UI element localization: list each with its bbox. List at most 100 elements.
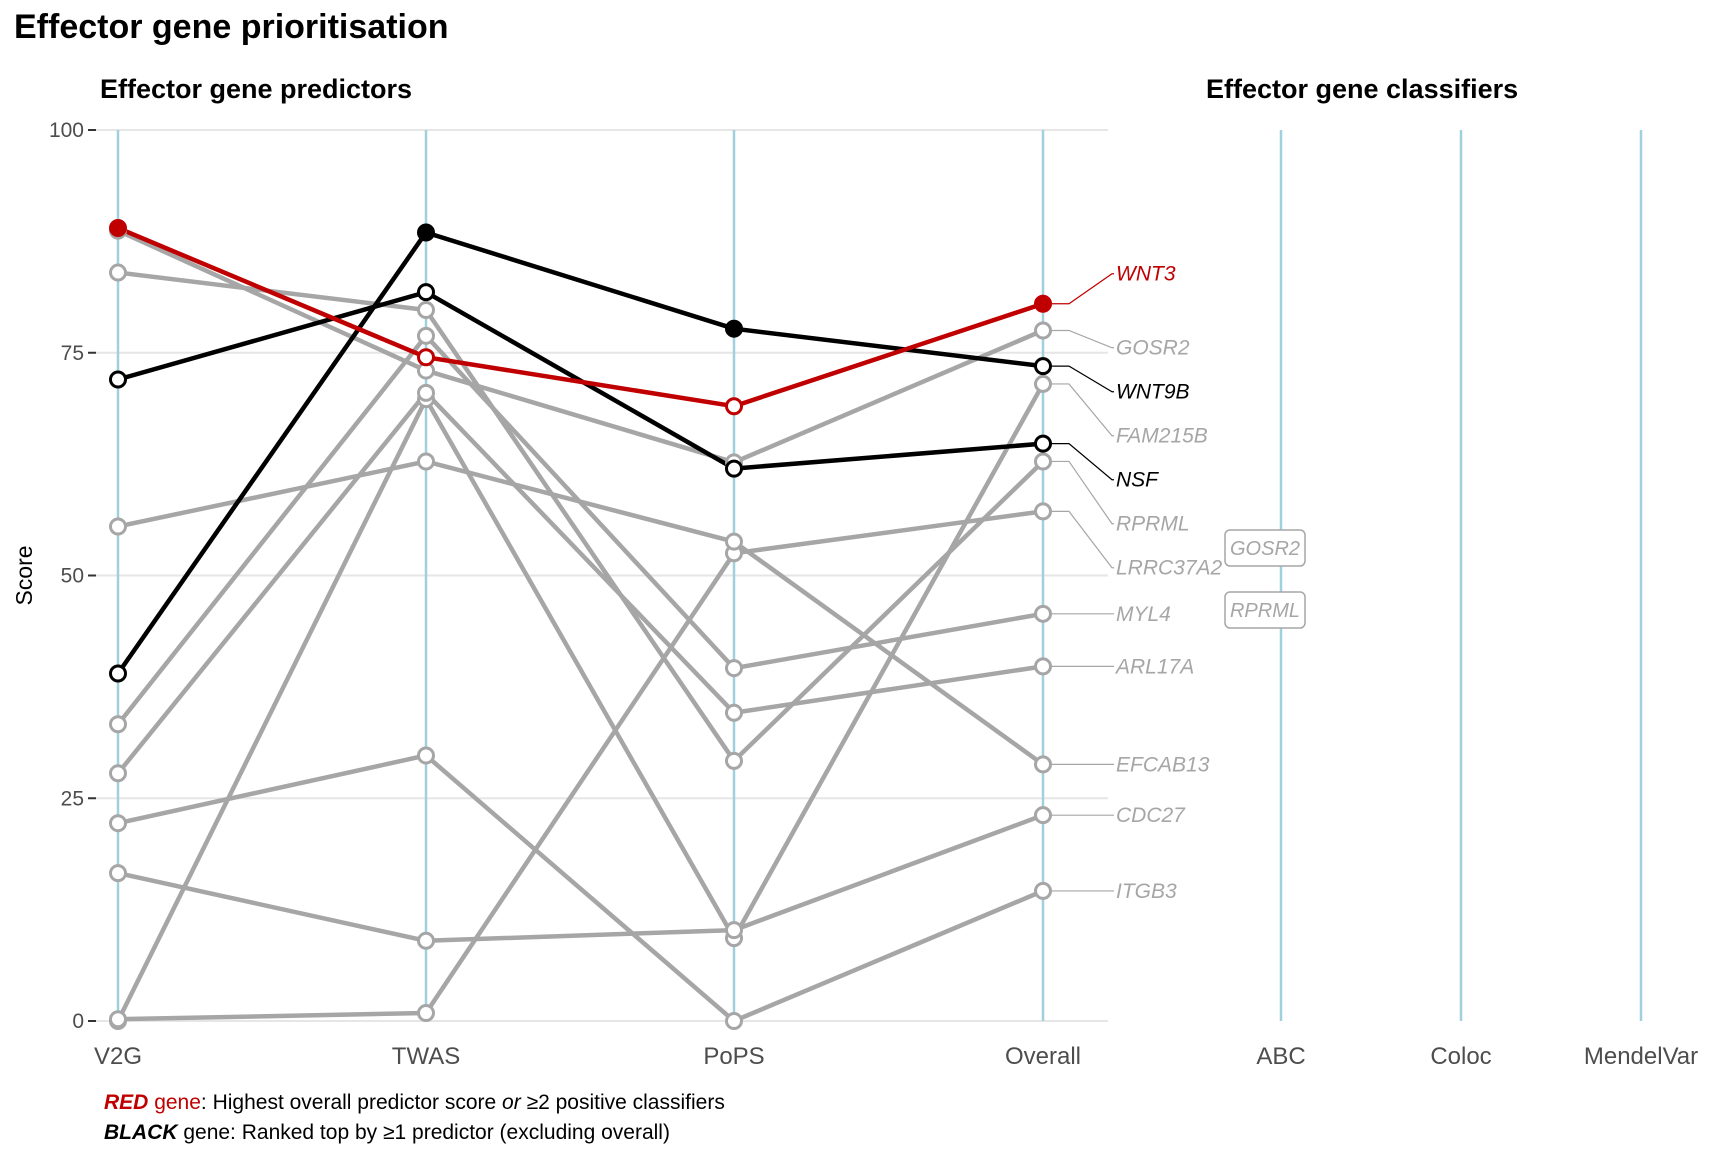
red-text: : Highest overall predictor score bbox=[200, 1091, 503, 1114]
point-myl4-pops bbox=[725, 659, 743, 678]
point-lrrc37a2-overall bbox=[1034, 502, 1052, 521]
overall-label-gosr2: GOSR2 bbox=[1116, 337, 1190, 360]
y-tick-label: 0 bbox=[72, 1010, 84, 1033]
overall-label-itgb3: ITGB3 bbox=[1116, 880, 1177, 903]
series-line-wnt9b bbox=[115, 230, 1046, 676]
point-cdc27-overall bbox=[1034, 806, 1052, 825]
classifier-box-rprml bbox=[1224, 591, 1306, 629]
point-cdc27-pops bbox=[725, 921, 743, 940]
red-keyword: RED bbox=[104, 1091, 149, 1114]
point-lrrc37a2-v2g bbox=[109, 1010, 127, 1029]
overall-label-efcab13: EFCAB13 bbox=[1116, 753, 1210, 776]
vertical-axes: V2G TWAS PoPS Overall ABC Coloc MendelVar bbox=[94, 130, 1698, 1070]
point-arl17a-pops bbox=[725, 703, 743, 722]
axis-label-mendelvar: MendelVar bbox=[1584, 1043, 1698, 1070]
leader-line-wnt9b bbox=[1051, 365, 1114, 393]
overall-label-wnt3: WNT3 bbox=[1116, 263, 1176, 286]
point-rprml-overall bbox=[1034, 452, 1052, 471]
point-wnt3-pops bbox=[725, 397, 743, 416]
point-itgb3-overall bbox=[1034, 881, 1052, 900]
y-tick-label: 100 bbox=[49, 119, 84, 142]
point-wnt3-v2g bbox=[109, 219, 127, 238]
point-arl17a-v2g bbox=[109, 764, 127, 783]
y-tick-label: 25 bbox=[61, 787, 84, 810]
leader-line-fam215b bbox=[1051, 383, 1114, 437]
point-myl4-twas bbox=[417, 326, 435, 345]
overall-label-wnt9b: WNT9B bbox=[1116, 381, 1190, 404]
point-itgb3-v2g bbox=[109, 814, 127, 833]
overall-label-lrrc37a2: LRRC37A2 bbox=[1116, 557, 1223, 580]
point-wnt3-overall bbox=[1034, 294, 1052, 313]
leader-line-nsf bbox=[1051, 443, 1114, 481]
series-line-itgb3 bbox=[115, 753, 1046, 1024]
axis-label-pops: PoPS bbox=[703, 1043, 764, 1070]
leader-line-gosr2 bbox=[1051, 329, 1114, 349]
point-wnt9b-pops bbox=[725, 319, 743, 338]
leader-line-wnt3 bbox=[1051, 273, 1114, 305]
predictors-panel-title: Effector gene predictors bbox=[100, 74, 413, 104]
point-lrrc37a2-twas bbox=[417, 1003, 435, 1022]
black-keyword: BLACK bbox=[104, 1121, 178, 1144]
point-nsf-overall bbox=[1034, 434, 1052, 453]
point-nsf-twas bbox=[417, 283, 435, 302]
point-gosr2-overall bbox=[1034, 321, 1052, 340]
axis-label-twas: TWAS bbox=[392, 1043, 460, 1070]
point-rprml-twas bbox=[417, 300, 435, 319]
overall-labels: WNT3 GOSR2 WNT9B FAM215B NSF RPRML LRRC37A2 MYL… bbox=[1051, 263, 1223, 903]
series-lines bbox=[115, 225, 1046, 1024]
red-gene-word: gene bbox=[154, 1091, 201, 1114]
y-tick-label: 75 bbox=[61, 342, 84, 365]
y-axis: 0 25 50 75 100 Score bbox=[11, 119, 96, 1033]
series-line-fam215b bbox=[115, 381, 1046, 1024]
point-cdc27-v2g bbox=[109, 864, 127, 883]
y-tick-label: 50 bbox=[61, 565, 84, 588]
point-nsf-pops bbox=[725, 459, 743, 478]
point-wnt3-twas bbox=[417, 348, 435, 367]
black-text: gene: Ranked top by ≥1 predictor (exclud… bbox=[177, 1121, 670, 1144]
leader-line-lrrc37a2 bbox=[1051, 510, 1114, 569]
overall-label-myl4: MYL4 bbox=[1116, 603, 1171, 626]
y-axis-label: Score bbox=[11, 545, 37, 605]
point-arl17a-overall bbox=[1034, 657, 1052, 676]
point-itgb3-twas bbox=[417, 746, 435, 765]
classifier-labels: GOSR2 RPRML bbox=[1224, 529, 1306, 629]
point-efcab13-v2g bbox=[109, 517, 127, 536]
classifiers-panel-title: Effector gene classifiers bbox=[1206, 74, 1519, 104]
footnote-red-line: RED gene: Highest overall predictor scor… bbox=[104, 1088, 725, 1118]
point-myl4-overall bbox=[1034, 604, 1052, 623]
series-line-lrrc37a2 bbox=[115, 509, 1046, 1022]
red-or: or bbox=[502, 1091, 521, 1114]
overall-label-fam215b: FAM215B bbox=[1116, 425, 1208, 448]
chart-title: Effector gene prioritisation bbox=[14, 8, 449, 46]
series-line-wnt3 bbox=[115, 225, 1046, 409]
series-line-gosr2 bbox=[115, 228, 1046, 465]
point-myl4-v2g bbox=[109, 715, 127, 734]
overall-label-nsf: NSF bbox=[1116, 469, 1159, 492]
point-efcab13-twas bbox=[417, 452, 435, 471]
axis-label-v2g: V2G bbox=[94, 1043, 142, 1070]
point-rprml-pops bbox=[725, 751, 743, 770]
point-efcab13-overall bbox=[1034, 755, 1052, 774]
axis-label-overall: Overall bbox=[1005, 1043, 1081, 1070]
point-nsf-v2g bbox=[109, 370, 127, 389]
classifier-box-gosr2 bbox=[1224, 529, 1306, 567]
point-arl17a-twas bbox=[417, 383, 435, 402]
overall-label-cdc27: CDC27 bbox=[1116, 804, 1186, 827]
classifier-label-gosr2: GOSR2 bbox=[1230, 538, 1300, 560]
point-rprml-v2g bbox=[109, 263, 127, 282]
point-wnt9b-twas bbox=[417, 223, 435, 242]
footnote: RED gene: Highest overall predictor scor… bbox=[104, 1088, 725, 1148]
point-efcab13-pops bbox=[725, 532, 743, 551]
point-cdc27-twas bbox=[417, 931, 435, 950]
point-fam215b-overall bbox=[1034, 374, 1052, 393]
series-points bbox=[109, 219, 1052, 1030]
overall-label-arl17a: ARL17A bbox=[1114, 655, 1194, 678]
red-tail: ≥2 positive classifiers bbox=[520, 1091, 725, 1114]
footnote-black-line: BLACK gene: Ranked top by ≥1 predictor (… bbox=[104, 1118, 725, 1148]
classifier-label-rprml: RPRML bbox=[1230, 600, 1300, 622]
point-wnt9b-v2g bbox=[109, 664, 127, 683]
axis-label-coloc: Coloc bbox=[1430, 1043, 1491, 1070]
overall-label-rprml: RPRML bbox=[1116, 513, 1190, 536]
series-line-cdc27 bbox=[115, 812, 1046, 944]
